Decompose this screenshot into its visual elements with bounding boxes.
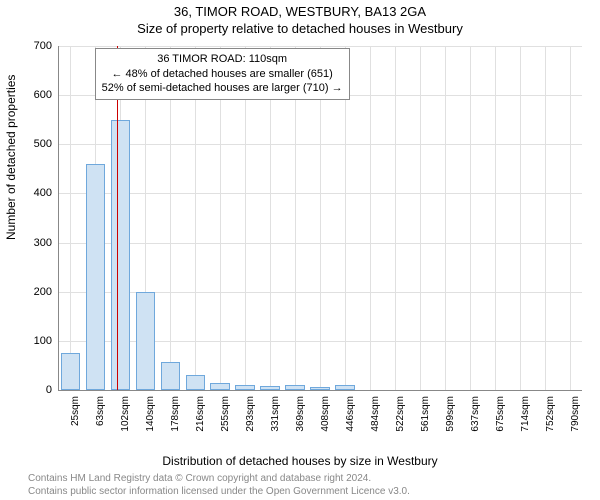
x-tick-label: 25sqm bbox=[70, 396, 81, 426]
y-tick-label: 200 bbox=[34, 286, 52, 298]
x-tick-label: 178sqm bbox=[170, 396, 181, 432]
x-tick-label: 331sqm bbox=[270, 396, 281, 432]
x-tick-label: 752sqm bbox=[545, 396, 556, 432]
annotation-line: ← 48% of detached houses are smaller (65… bbox=[102, 67, 343, 82]
x-tick-label: 140sqm bbox=[145, 396, 156, 432]
page-title-address: 36, TIMOR ROAD, WESTBURY, BA13 2GA bbox=[0, 0, 600, 19]
x-tick-label: 790sqm bbox=[570, 396, 581, 432]
y-axis-line bbox=[58, 46, 59, 390]
histogram-bar bbox=[86, 164, 105, 390]
x-tick-label: 599sqm bbox=[445, 396, 456, 432]
y-tick-label: 700 bbox=[34, 40, 52, 52]
gridline-v bbox=[570, 46, 571, 390]
x-tick-label: 522sqm bbox=[395, 396, 406, 432]
x-tick-label: 484sqm bbox=[370, 396, 381, 432]
gridline-v bbox=[520, 46, 521, 390]
gridline-v bbox=[470, 46, 471, 390]
gridline-v bbox=[545, 46, 546, 390]
x-tick-label: 216sqm bbox=[195, 396, 206, 432]
y-tick-label: 500 bbox=[34, 138, 52, 150]
page-title-desc: Size of property relative to detached ho… bbox=[0, 19, 600, 36]
x-tick-label: 408sqm bbox=[320, 396, 331, 432]
x-tick-label: 255sqm bbox=[220, 396, 231, 432]
x-tick-label: 446sqm bbox=[345, 396, 356, 432]
x-tick-label: 63sqm bbox=[95, 396, 106, 426]
histogram-bar bbox=[161, 362, 180, 390]
y-tick-label: 400 bbox=[34, 187, 52, 199]
gridline-v bbox=[495, 46, 496, 390]
histogram-bar bbox=[210, 383, 229, 390]
histogram-bar bbox=[111, 120, 130, 390]
x-tick-label: 369sqm bbox=[295, 396, 306, 432]
y-tick-label: 0 bbox=[46, 384, 52, 396]
footer-line-1: Contains HM Land Registry data © Crown c… bbox=[28, 472, 410, 485]
y-tick-label: 600 bbox=[34, 89, 52, 101]
x-tick-label: 293sqm bbox=[245, 396, 256, 432]
x-tick-label: 714sqm bbox=[520, 396, 531, 432]
x-tick-label: 561sqm bbox=[420, 396, 431, 432]
annotation-line: 36 TIMOR ROAD: 110sqm bbox=[102, 52, 343, 67]
histogram-bar bbox=[61, 353, 80, 390]
y-axis-label: Number of detached properties bbox=[4, 75, 18, 240]
x-axis-line bbox=[58, 390, 582, 391]
x-axis-label: Distribution of detached houses by size … bbox=[0, 454, 600, 468]
annotation-box: 36 TIMOR ROAD: 110sqm← 48% of detached h… bbox=[95, 48, 350, 101]
gridline-v bbox=[395, 46, 396, 390]
y-tick-label: 300 bbox=[34, 237, 52, 249]
histogram-bar bbox=[186, 375, 205, 390]
annotation-line: 52% of semi-detached houses are larger (… bbox=[102, 81, 343, 96]
gridline-v bbox=[420, 46, 421, 390]
footer-credits: Contains HM Land Registry data © Crown c… bbox=[28, 472, 410, 498]
gridline-v bbox=[70, 46, 71, 390]
x-tick-label: 102sqm bbox=[120, 396, 131, 432]
histogram-bar bbox=[136, 292, 155, 390]
y-tick-label: 100 bbox=[34, 335, 52, 347]
x-tick-label: 637sqm bbox=[470, 396, 481, 432]
footer-line-2: Contains public sector information licen… bbox=[28, 485, 410, 498]
gridline-v bbox=[370, 46, 371, 390]
gridline-v bbox=[445, 46, 446, 390]
x-tick-label: 675sqm bbox=[495, 396, 506, 432]
chart-plot-area: 010020030040050060070025sqm63sqm102sqm14… bbox=[58, 46, 582, 390]
